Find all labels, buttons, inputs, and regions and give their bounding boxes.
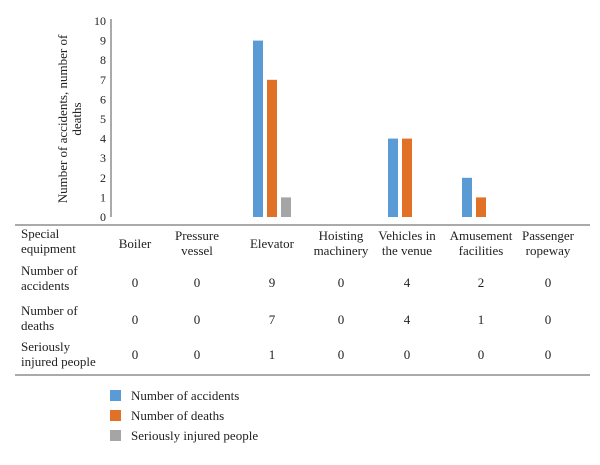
category-label-0: Boiler	[119, 236, 152, 251]
bar-s2-c2	[281, 197, 291, 217]
cell-value-s2-c3: 0	[338, 347, 345, 362]
category-label-6: Passenger ropeway	[522, 228, 575, 258]
y-tick-label-1: 1	[100, 190, 106, 204]
cell-value-s2-c2: 1	[269, 347, 276, 362]
row-label-2: Seriously injured people	[21, 339, 96, 369]
cell-value-s1-c3: 0	[338, 312, 345, 327]
cell-value-s0-c3: 0	[338, 275, 345, 290]
legend-label-1: Number of deaths	[131, 408, 224, 423]
cell-value-s0-c6: 0	[545, 275, 552, 290]
cell-value-s1-c5: 1	[478, 312, 485, 327]
row-label-1: Number of deaths	[21, 303, 78, 333]
cell-value-s2-c6: 0	[545, 347, 552, 362]
cell-value-s1-c1: 0	[194, 312, 201, 327]
category-label-5: Amusement facilities	[450, 228, 513, 258]
cell-value-s2-c4: 0	[404, 347, 411, 362]
category-label-3: Hoisting machinery	[314, 228, 369, 258]
bar-s0-c4	[388, 138, 398, 217]
y-tick-label-6: 6	[100, 92, 106, 106]
y-tick-label-7: 7	[100, 73, 106, 87]
bar-s0-c2	[253, 40, 263, 217]
cell-value-s0-c5: 2	[478, 275, 485, 290]
cell-value-s2-c0: 0	[132, 347, 139, 362]
y-tick-label-8: 8	[100, 53, 106, 67]
y-tick-label-2: 2	[100, 171, 106, 185]
y-axis-title: Number of accidents, number ofdeaths	[55, 34, 84, 203]
y-tick-label-4: 4	[100, 132, 106, 146]
y-tick-label-10: 10	[94, 14, 106, 28]
cell-value-s1-c4: 4	[404, 312, 411, 327]
bar-s1-c4	[402, 138, 412, 217]
cell-value-s1-c0: 0	[132, 312, 139, 327]
cell-value-s0-c0: 0	[132, 275, 139, 290]
legend-swatch-1	[110, 410, 121, 421]
table-header-label: Special equipment	[21, 226, 76, 256]
cell-value-s1-c2: 7	[269, 312, 276, 327]
cell-value-s2-c1: 0	[194, 347, 201, 362]
category-label-1: Pressure vessel	[175, 228, 219, 258]
y-tick-label-9: 9	[100, 34, 106, 48]
cell-value-s1-c6: 0	[545, 312, 552, 327]
legend-swatch-2	[110, 430, 121, 441]
legend-swatch-0	[110, 390, 121, 401]
bar-s0-c5	[462, 177, 472, 217]
category-label-4: Vehicles in the venue	[378, 228, 436, 258]
category-label-2: Elevator	[250, 236, 295, 251]
y-tick-label-3: 3	[100, 151, 106, 165]
cell-value-s0-c4: 4	[404, 275, 411, 290]
legend-label-2: Seriously injured people	[131, 428, 258, 443]
bar-s1-c5	[476, 197, 486, 217]
bar-s1-c2	[267, 79, 277, 217]
y-tick-label-0: 0	[100, 210, 106, 224]
cell-value-s2-c5: 0	[478, 347, 485, 362]
cell-value-s0-c1: 0	[194, 275, 201, 290]
y-tick-label-5: 5	[100, 112, 106, 126]
legend-label-0: Number of accidents	[131, 388, 239, 403]
cell-value-s0-c2: 9	[269, 275, 276, 290]
row-label-0: Number of accidents	[21, 263, 78, 293]
